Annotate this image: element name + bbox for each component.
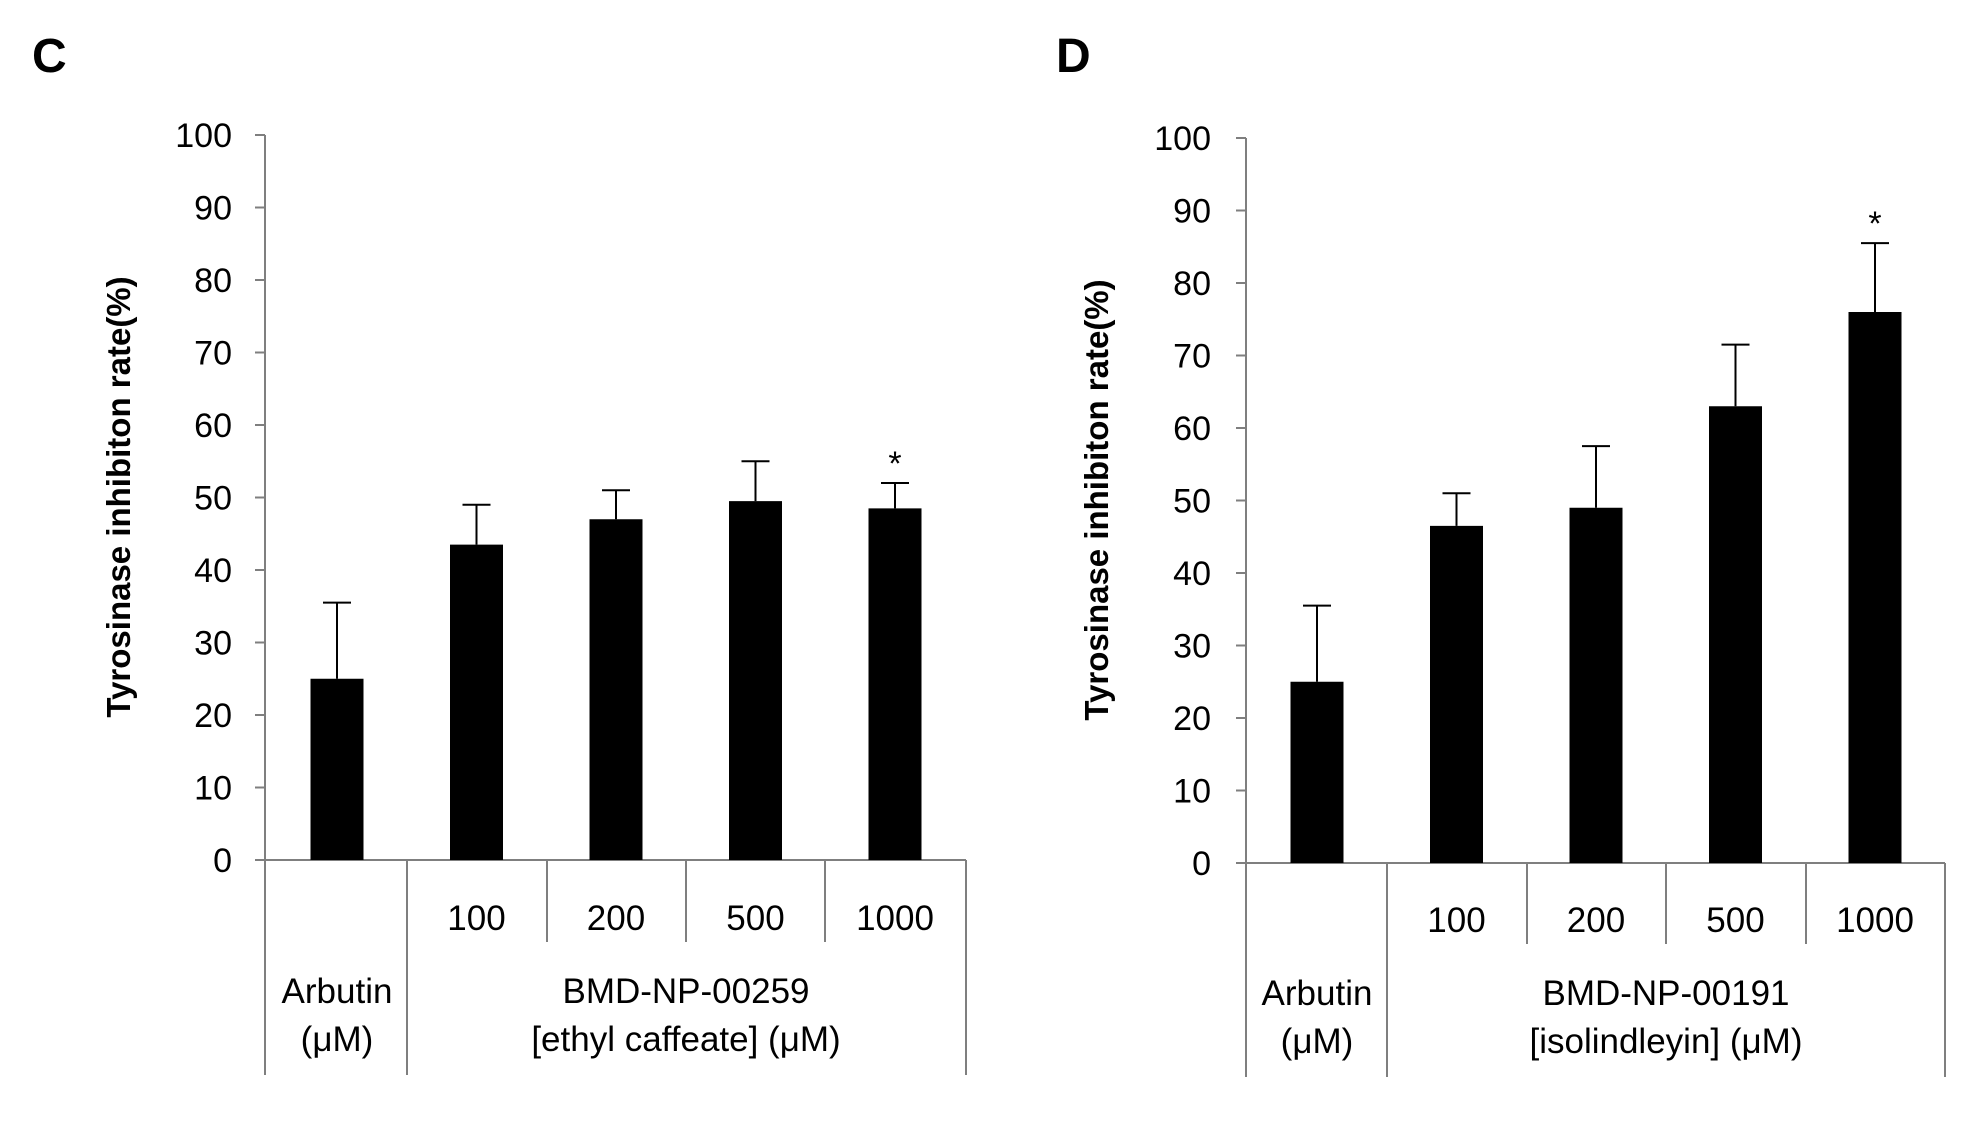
- category-label: 200: [1567, 901, 1625, 940]
- y-tick-label: 100: [1154, 120, 1211, 158]
- group-label-line2: [isolindleyin] (μM): [1529, 1022, 1802, 1061]
- category-label: 100: [1427, 901, 1485, 940]
- y-tick-label: 30: [194, 625, 232, 663]
- y-axis-label: Tyrosinase inhibiton rate(%): [1078, 279, 1115, 720]
- y-tick-label: 30: [1173, 628, 1211, 666]
- bar: [1290, 681, 1344, 863]
- y-tick-label: 100: [175, 117, 232, 155]
- group-label-line1: Arbutin: [1262, 974, 1373, 1013]
- group-label-line1: Arbutin: [282, 972, 393, 1011]
- category-label: 500: [726, 899, 784, 938]
- bar: [729, 501, 782, 860]
- group-label-line1: BMD-NP-00191: [1542, 974, 1789, 1013]
- y-tick-label: 40: [194, 552, 232, 590]
- bar: [1848, 312, 1902, 863]
- y-tick-label: 80: [194, 262, 232, 300]
- category-label: 100: [447, 899, 505, 938]
- y-axis-label: Tyrosinase inhibiton rate(%): [100, 276, 137, 717]
- panel-label: C: [32, 30, 67, 83]
- group-label-line1: BMD-NP-00259: [562, 972, 809, 1011]
- chart-panel-d: D Tyrosinase inhibiton rate(%) 0 10 20 30 40 50…: [1056, 30, 1946, 1077]
- category-label: 1000: [1836, 901, 1914, 940]
- y-tick-label: 0: [213, 842, 232, 880]
- bar: [868, 508, 922, 860]
- category-label: 200: [587, 899, 645, 938]
- y-tick-label: 60: [1173, 410, 1211, 448]
- group-label-line2: [ethyl caffeate] (μM): [531, 1020, 840, 1059]
- y-tick-label: 90: [194, 190, 232, 228]
- y-tick-label: 80: [1173, 265, 1211, 303]
- y-tick-label: 40: [1173, 555, 1211, 593]
- bar: [1709, 406, 1762, 863]
- y-tick-label: 20: [194, 697, 232, 735]
- y-tick-label: 90: [1173, 193, 1211, 231]
- chart-panel-c: C Tyrosinase inhibiton rate(%) 0 10 20 30 40 50…: [32, 30, 967, 1075]
- category-label: 1000: [856, 899, 934, 938]
- y-tick-label: 60: [194, 407, 232, 445]
- bar: [1569, 507, 1623, 863]
- y-tick-label: 50: [194, 480, 232, 518]
- bar: [589, 519, 643, 860]
- y-tick-label: 0: [1192, 845, 1211, 883]
- bar: [310, 678, 364, 860]
- y-tick-label: 70: [194, 335, 232, 373]
- y-tick-label: 70: [1173, 338, 1211, 376]
- bar: [1430, 525, 1483, 863]
- y-tick-label: 20: [1173, 700, 1211, 738]
- y-tick-label: 50: [1173, 483, 1211, 521]
- bar: [450, 544, 503, 860]
- group-label-line2: (μM): [301, 1020, 374, 1059]
- panel-label: D: [1056, 30, 1091, 83]
- significance-marker: *: [888, 445, 901, 483]
- y-tick-label: 10: [194, 770, 232, 808]
- group-label-line2: (μM): [1281, 1022, 1354, 1061]
- y-tick-label: 10: [1173, 773, 1211, 811]
- significance-marker: *: [1868, 205, 1881, 243]
- category-label: 500: [1706, 901, 1764, 940]
